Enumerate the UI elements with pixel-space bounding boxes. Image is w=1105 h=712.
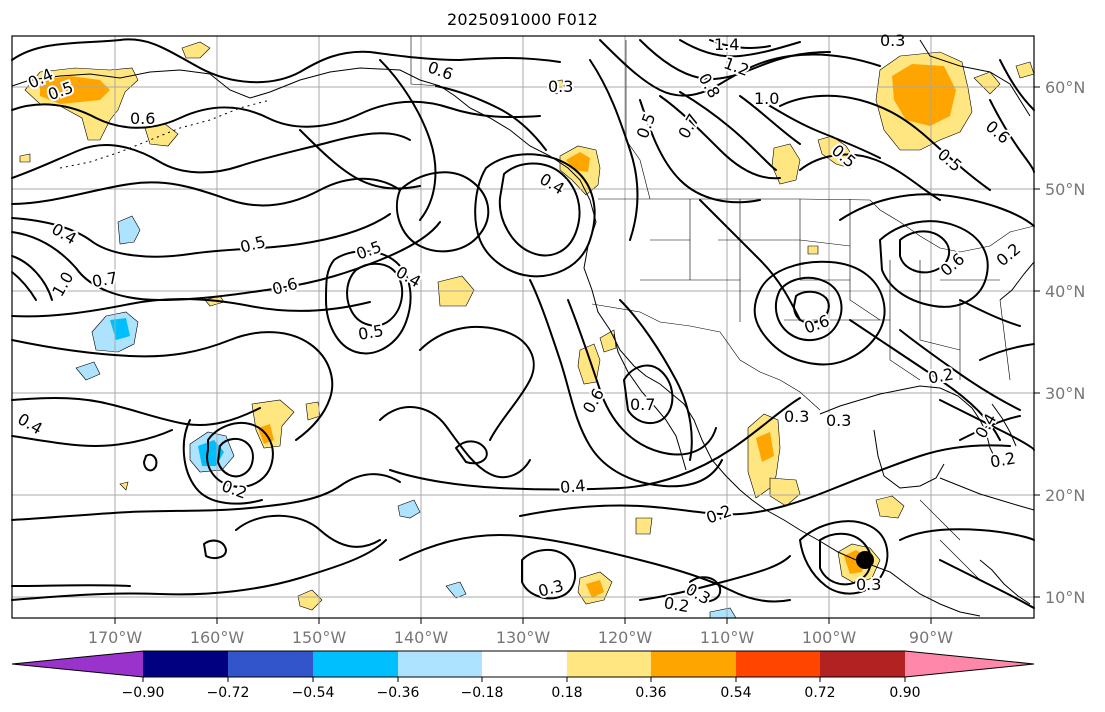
colorbar-tick-label: −0.54 [292, 685, 335, 701]
colorbar-segment [228, 651, 313, 677]
storm-marker [856, 551, 874, 569]
contour-lines [11, 38, 1035, 609]
colorbar-segment [313, 651, 398, 677]
lon-label: 170°W [88, 628, 143, 647]
lon-label: 110°W [700, 628, 755, 647]
lon-label: 160°W [190, 628, 245, 647]
colorbar-tick-label: −0.90 [122, 685, 165, 701]
contour-label: 0.3 [880, 31, 905, 50]
lon-label: 140°W [394, 628, 449, 647]
lon-label: 120°W [598, 628, 653, 647]
lat-label: 30°N [1045, 384, 1085, 403]
contour-label: 0.6 [130, 109, 155, 128]
lon-label: 100°W [802, 628, 857, 647]
lon-label: 90°W [909, 628, 953, 647]
colorbar-segment [567, 651, 651, 677]
lon-label: 130°W [496, 628, 551, 647]
colorbar-segment [398, 651, 482, 677]
lat-axis-labels: 60°N 50°N 40°N 30°N 20°N 10°N [1045, 78, 1085, 607]
colorbar-tick-label: 0.36 [635, 685, 666, 701]
colorbar-segment [820, 651, 905, 677]
colorbar-tick-label: 0.72 [804, 685, 835, 701]
colorbar-tick-label: −0.72 [207, 685, 250, 701]
lat-label: 40°N [1045, 282, 1085, 301]
contour-label: 0.3 [548, 77, 573, 96]
tick-marks [114, 86, 1040, 624]
shading-positive [19, 41, 1035, 611]
colorbar-segment [736, 651, 820, 677]
colorbar [11, 650, 1035, 678]
colorbar-extend-max [905, 651, 1034, 677]
lon-label: 150°W [292, 628, 347, 647]
colorbar-tick-label: −0.18 [461, 685, 504, 701]
lon-axis-labels: 170°W 160°W 150°W 140°W 130°W 120°W 110°… [88, 628, 953, 647]
contour-label: 0.3 [784, 407, 809, 426]
lat-label: 50°N [1045, 180, 1085, 199]
colorbar-tick-label: 0.90 [889, 685, 920, 701]
lat-label: 10°N [1045, 588, 1085, 607]
colorbar-extend-min [12, 651, 143, 677]
colorbar-segment [482, 651, 567, 677]
contour-label: 0.4 [559, 476, 586, 497]
colorbar-tick-label: 0.54 [720, 685, 751, 701]
colorbar-segment [651, 651, 736, 677]
lat-label: 60°N [1045, 78, 1085, 97]
contour-label: 0.3 [856, 575, 881, 594]
map-title: 2025091000 F012 [446, 10, 599, 29]
contour-label: 0.7 [630, 395, 655, 414]
contour-label: 1.0 [754, 89, 779, 108]
contour-label: 1.4 [714, 35, 739, 54]
graticule [12, 36, 1034, 618]
lat-label: 20°N [1045, 486, 1085, 505]
contour-label: 0.3 [826, 411, 851, 430]
colorbar-tick-label: 0.18 [551, 685, 582, 701]
colorbar-ticks [142, 677, 906, 682]
colorbar-segment [143, 651, 228, 677]
colorbar-tick-labels: −0.90 −0.72 −0.54 −0.36 −0.18 0.18 0.36 … [122, 685, 921, 701]
colorbar-tick-label: −0.36 [377, 685, 420, 701]
